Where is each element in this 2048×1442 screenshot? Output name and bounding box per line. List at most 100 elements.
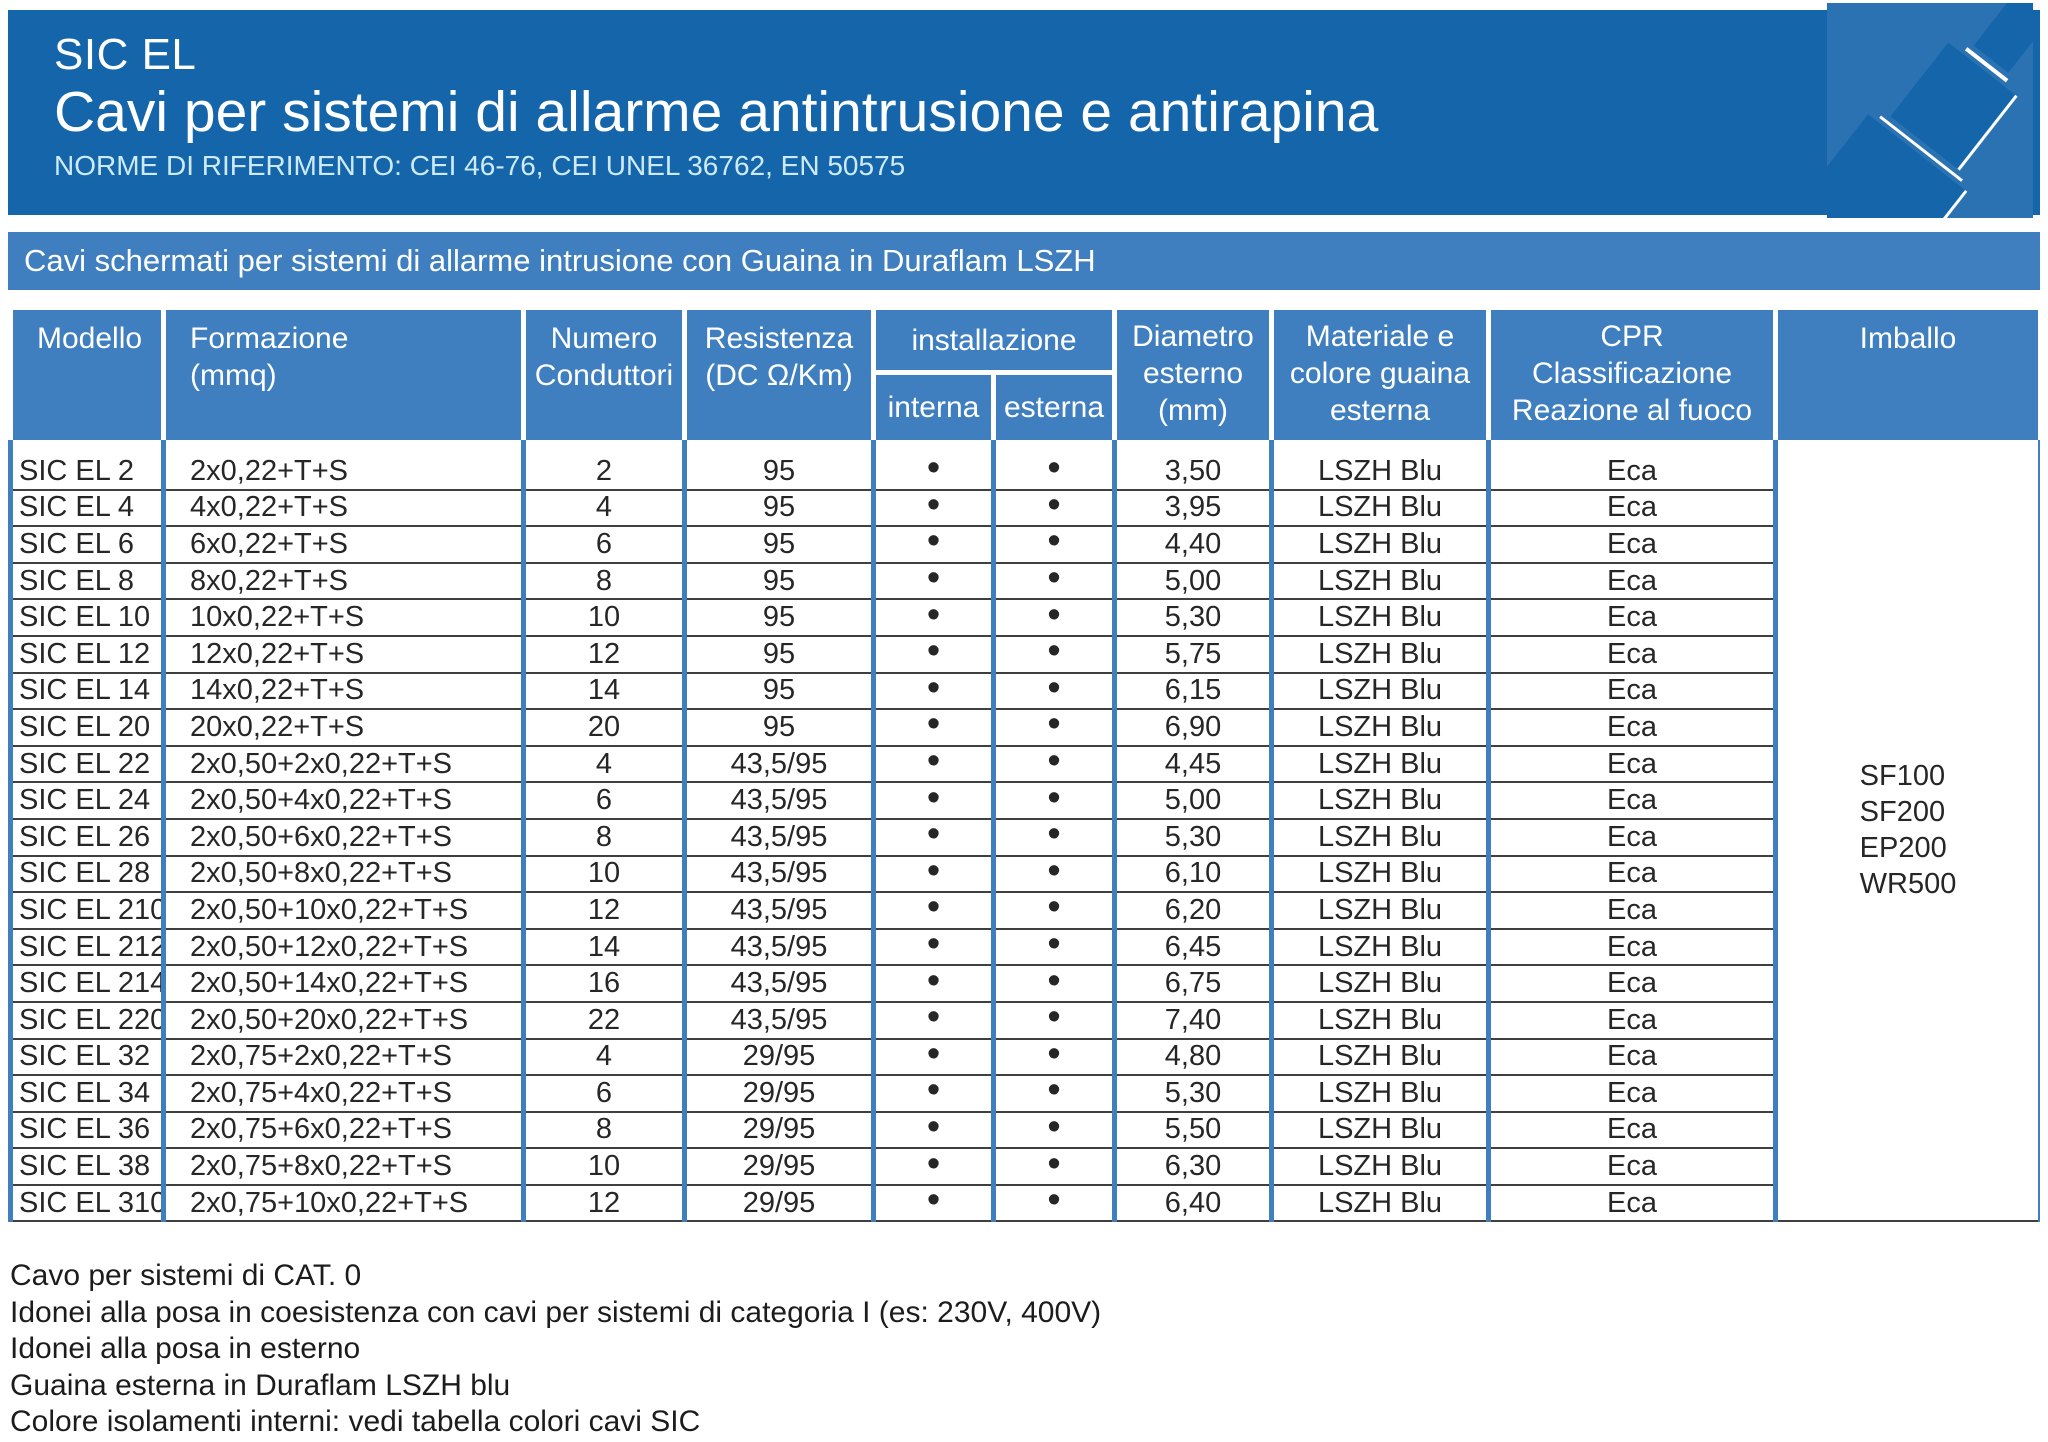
cell-esterna: •	[996, 600, 1112, 637]
cell-modello: SIC EL 220	[13, 1002, 161, 1040]
cell-diametro: 5,30	[1117, 819, 1269, 857]
spacer-cell	[13, 440, 161, 454]
cell-conduttori: 22	[526, 1002, 682, 1040]
footer-notes: Cavo per sistemi di CAT. 0 Idonei alla p…	[10, 1258, 2040, 1441]
cell-modello: SIC EL 12	[13, 636, 161, 674]
cell-resistenza: 29/95	[687, 1039, 871, 1077]
cell-guaina: LSZH Blu	[1274, 1149, 1486, 1186]
cell-esterna: •	[996, 636, 1112, 674]
cell-modello: SIC EL 26	[13, 819, 161, 857]
cell-formazione: 20x0,22+T+S	[166, 710, 521, 747]
cell-cpr: Eca	[1491, 1002, 1773, 1040]
cell-formazione: 2x0,75+2x0,22+T+S	[166, 1039, 521, 1077]
cell-formazione: 8x0,22+T+S	[166, 563, 521, 601]
column-header-formazione: Formazione (mmq)	[166, 310, 521, 440]
cell-cpr: Eca	[1491, 710, 1773, 747]
cell-resistenza: 43,5/95	[687, 929, 871, 967]
note-line: Cavo per sistemi di CAT. 0	[10, 1259, 362, 1292]
cell-resistenza: 95	[687, 600, 871, 637]
column-header-modello: Modello	[13, 310, 161, 440]
cell-esterna: •	[996, 673, 1112, 711]
cell-modello: SIC EL 36	[13, 1112, 161, 1150]
cell-formazione: 2x0,50+4x0,22+T+S	[166, 783, 521, 820]
cell-cpr: Eca	[1491, 929, 1773, 967]
cell-cpr: Eca	[1491, 1039, 1773, 1077]
cell-guaina: LSZH Blu	[1274, 929, 1486, 967]
cell-modello: SIC EL 24	[13, 783, 161, 820]
cell-interna: •	[876, 783, 991, 820]
cell-guaina: LSZH Blu	[1274, 966, 1486, 1003]
cell-interna: •	[876, 527, 991, 564]
column-header-conduttori: Numero Conduttori	[526, 310, 682, 440]
cell-conduttori: 6	[526, 783, 682, 820]
cell-guaina: LSZH Blu	[1274, 454, 1486, 491]
cell-conduttori: 6	[526, 1076, 682, 1113]
cell-interna: •	[876, 893, 991, 930]
cell-guaina: LSZH Blu	[1274, 1185, 1486, 1223]
cell-interna: •	[876, 1149, 991, 1186]
spacer-cell	[996, 440, 1112, 454]
cell-guaina: LSZH Blu	[1274, 710, 1486, 747]
cell-conduttori: 16	[526, 966, 682, 1003]
note-line: Idonei alla posa in esterno	[10, 1332, 361, 1365]
cell-formazione: 2x0,50+14x0,22+T+S	[166, 966, 521, 1003]
cell-formazione: 14x0,22+T+S	[166, 673, 521, 711]
cable-plug-icon	[1827, 3, 2033, 218]
cell-resistenza: 43,5/95	[687, 746, 871, 784]
cell-interna: •	[876, 710, 991, 747]
cell-formazione: 2x0,50+8x0,22+T+S	[166, 856, 521, 894]
cell-guaina: LSZH Blu	[1274, 600, 1486, 637]
cell-conduttori: 10	[526, 1149, 682, 1186]
cell-interna: •	[876, 563, 991, 601]
cell-conduttori: 20	[526, 710, 682, 747]
cell-diametro: 6,20	[1117, 893, 1269, 930]
spacer-cell	[687, 440, 871, 454]
cell-modello: SIC EL 32	[13, 1039, 161, 1077]
column-header-interna: interna	[876, 375, 991, 440]
cell-diametro: 5,00	[1117, 563, 1269, 601]
cell-esterna: •	[996, 746, 1112, 784]
cell-cpr: Eca	[1491, 454, 1773, 491]
cell-esterna: •	[996, 966, 1112, 1003]
cell-formazione: 2x0,75+4x0,22+T+S	[166, 1076, 521, 1113]
cell-modello: SIC EL 6	[13, 527, 161, 564]
cell-resistenza: 95	[687, 454, 871, 491]
cell-esterna: •	[996, 856, 1112, 894]
cell-modello: SIC EL 20	[13, 710, 161, 747]
cell-esterna: •	[996, 490, 1112, 528]
cell-interna: •	[876, 1039, 991, 1077]
cell-cpr: Eca	[1491, 1076, 1773, 1113]
column-header-diametro: Diametro esterno (mm)	[1117, 310, 1269, 440]
cell-formazione: 2x0,50+12x0,22+T+S	[166, 929, 521, 967]
cell-formazione: 2x0,75+6x0,22+T+S	[166, 1112, 521, 1150]
spacer-cell	[1117, 440, 1269, 454]
cell-resistenza: 95	[687, 636, 871, 674]
cell-cpr: Eca	[1491, 966, 1773, 1003]
spacer-cell	[526, 440, 682, 454]
cell-modello: SIC EL 10	[13, 600, 161, 637]
cell-cpr: Eca	[1491, 600, 1773, 637]
column-header-imballo: Imballo	[1778, 310, 2038, 440]
cell-resistenza: 43,5/95	[687, 893, 871, 930]
page-title: Cavi per sistemi di allarme antintrusion…	[54, 80, 1379, 144]
cell-conduttori: 4	[526, 1039, 682, 1077]
cell-esterna: •	[996, 1149, 1112, 1186]
cell-resistenza: 43,5/95	[687, 1002, 871, 1040]
cell-resistenza: 29/95	[687, 1076, 871, 1113]
column-header-installazione: installazione	[876, 310, 1112, 370]
cell-guaina: LSZH Blu	[1274, 490, 1486, 528]
cell-guaina: LSZH Blu	[1274, 1039, 1486, 1077]
cell-modello: SIC EL 8	[13, 563, 161, 601]
cell-interna: •	[876, 673, 991, 711]
cell-formazione: 2x0,50+2x0,22+T+S	[166, 746, 521, 784]
note-line: Colore isolamenti interni: vedi tabella …	[10, 1405, 701, 1438]
cell-formazione: 2x0,22+T+S	[166, 454, 521, 491]
reference-norms: NORME DI RIFERIMENTO: CEI 46-76, CEI UNE…	[54, 150, 906, 181]
cell-resistenza: 95	[687, 563, 871, 601]
cell-conduttori: 12	[526, 636, 682, 674]
cell-diametro: 4,45	[1117, 746, 1269, 784]
cell-resistenza: 95	[687, 710, 871, 747]
cell-diametro: 6,30	[1117, 1149, 1269, 1186]
column-header-resistenza: Resistenza (DC Ω/Km)	[687, 310, 871, 440]
cell-guaina: LSZH Blu	[1274, 673, 1486, 711]
